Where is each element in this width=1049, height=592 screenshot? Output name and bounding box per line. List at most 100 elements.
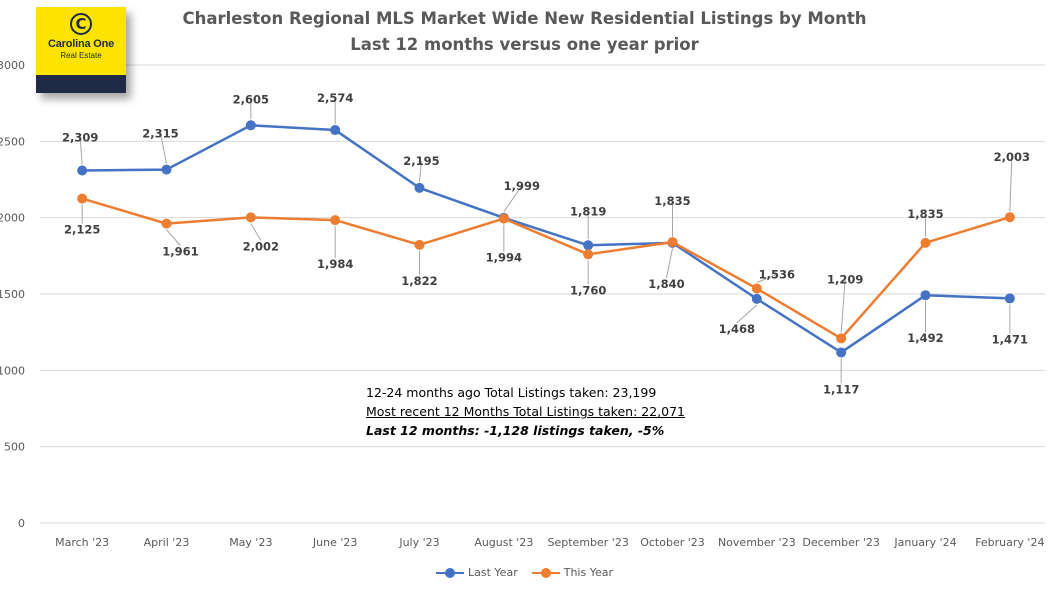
data-point-last-year (77, 165, 88, 176)
leader-line (666, 247, 673, 279)
data-labels: 2,309 2,315 2,605 2,574 2,195 1,999 1,819 1,835… (62, 91, 1030, 396)
leader-line (250, 223, 262, 241)
data-label-last-year: 1,999 (504, 179, 540, 193)
leader-line (160, 133, 167, 164)
summary-change: Last 12 months: -1,128 listings taken, -… (366, 423, 665, 438)
leader-line (503, 185, 523, 213)
data-label-this-year: 1,961 (162, 245, 198, 259)
data-label-this-year: 1,984 (317, 257, 353, 271)
data-label-this-year: 1,840 (648, 277, 684, 291)
logo-name: Carolina One (47, 38, 115, 50)
data-point-this-year (836, 333, 847, 344)
y-tick-label: 2500 (0, 135, 25, 148)
data-point-last-year (836, 347, 847, 358)
x-tick-label: October '23 (640, 536, 705, 549)
data-label-this-year: 1,835 (907, 207, 943, 221)
legend: Last Year This Year (0, 566, 1049, 579)
y-tick-label: 500 (4, 441, 25, 454)
data-label-this-year: 1,994 (486, 251, 522, 265)
x-tick-label: June '23 (312, 536, 357, 549)
x-tick-label: May '23 (229, 536, 272, 549)
data-point-last-year (414, 182, 425, 193)
data-point-this-year (920, 237, 931, 248)
series-line-last-year (82, 124, 1010, 354)
x-tick-label: November '23 (718, 536, 796, 549)
data-label-last-year: 1,471 (992, 332, 1028, 346)
series-points (77, 120, 1015, 358)
chart-title: Charleston Regional MLS Market Wide New … (182, 9, 867, 28)
data-point-this-year (330, 215, 341, 226)
summary-prior-total: 12-24 months ago Total Listings taken: 2… (366, 385, 657, 400)
logo-c-mark: C (70, 13, 92, 35)
y-tick-label: 1000 (0, 364, 25, 377)
data-label-this-year: 1,822 (401, 274, 437, 288)
x-tick-label: April '23 (144, 536, 190, 549)
legend-label-this-year: This Year (563, 566, 613, 579)
y-tick-label: 3000 (0, 59, 25, 72)
carolina-one-logo: C Carolina One Real Estate (36, 7, 126, 93)
leader-line (756, 274, 778, 283)
legend-item-this-year: This Year (531, 566, 613, 579)
data-label-last-year: 1,492 (907, 331, 943, 345)
leader-line (79, 137, 83, 165)
data-label-this-year: 2,002 (243, 239, 279, 253)
data-label-last-year: 2,605 (233, 92, 269, 106)
series-line-this-year (81, 197, 1011, 340)
summary-recent-total: Most recent 12 Months Total Listings tak… (366, 404, 686, 419)
x-tick-label: February '24 (975, 536, 1044, 549)
leader-line (840, 279, 846, 333)
y-tick-label: 1500 (0, 288, 25, 301)
data-point-last-year (1004, 293, 1015, 304)
data-label-this-year: 1,760 (570, 283, 606, 297)
data-point-this-year (414, 239, 425, 250)
legend-key-last-year (436, 567, 465, 578)
chart-subtitle: Last 12 months versus one year prior (350, 35, 699, 54)
data-label-last-year: 2,195 (403, 154, 439, 168)
legend-key-this-year (531, 567, 560, 578)
data-point-this-year (583, 249, 594, 260)
y-tick-label: 2000 (0, 212, 25, 225)
data-point-last-year (751, 293, 762, 304)
data-point-last-year (161, 164, 172, 175)
data-point-last-year (920, 290, 931, 301)
x-tick-label: August '23 (474, 536, 533, 549)
data-point-this-year (751, 283, 762, 294)
logo-subtitle: Real Estate (60, 51, 102, 60)
data-label-last-year: 2,574 (317, 91, 353, 105)
legend-item-last-year: Last Year (436, 566, 518, 579)
data-point-this-year (498, 213, 509, 224)
x-axis-ticks: March '23 April '23 May '23 June '23 July '2… (55, 536, 1044, 549)
data-label-last-year: 1,819 (570, 204, 606, 218)
data-point-this-year (245, 212, 256, 223)
data-label-this-year: 1,209 (827, 272, 863, 286)
label-leader-lines (79, 98, 1013, 384)
data-point-this-year (667, 237, 678, 248)
legend-label-last-year: Last Year (468, 566, 518, 579)
x-tick-label: September '23 (548, 536, 629, 549)
gridlines (40, 64, 1045, 524)
leader-line (419, 160, 422, 182)
data-point-this-year (77, 193, 88, 204)
data-label-last-year: 1,117 (823, 382, 859, 396)
data-label-this-year: 1,536 (759, 268, 795, 282)
leader-line (166, 229, 181, 246)
summary-box: 12-24 months ago Total Listings taken: 2… (366, 385, 685, 442)
data-label-last-year: 1,835 (654, 194, 690, 208)
data-point-last-year (583, 240, 594, 251)
data-point-this-year (161, 218, 172, 229)
x-tick-label: March '23 (55, 536, 109, 549)
leader-line (736, 304, 758, 324)
data-point-this-year (1004, 212, 1015, 223)
x-tick-label: January '24 (893, 536, 956, 549)
data-label-this-year: 2,125 (64, 223, 100, 237)
data-point-last-year (245, 120, 256, 131)
series-lines (81, 124, 1011, 354)
leader-line (1009, 157, 1013, 212)
y-axis-ticks: 0 500 1000 1500 2000 2500 3000 (0, 59, 25, 530)
data-label-last-year: 1,468 (719, 322, 755, 336)
data-label-this-year: 2,003 (994, 150, 1030, 164)
data-label-last-year: 2,309 (62, 130, 98, 144)
y-tick-label: 0 (18, 517, 25, 530)
data-point-last-year (330, 125, 341, 136)
